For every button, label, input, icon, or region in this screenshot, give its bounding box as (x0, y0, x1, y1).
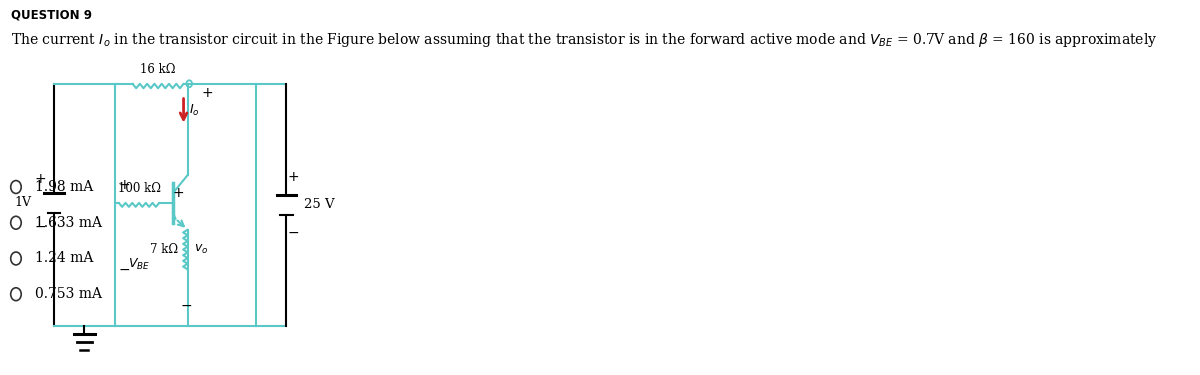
Text: −: − (287, 226, 299, 240)
Text: −: − (180, 299, 192, 313)
Text: +: + (287, 170, 299, 184)
Text: $V_{BE}$: $V_{BE}$ (128, 257, 150, 272)
Text: 25 V: 25 V (304, 198, 335, 211)
Text: 7 kΩ: 7 kΩ (150, 243, 178, 256)
Text: $I_o$: $I_o$ (190, 103, 200, 118)
Text: 1.24 mA: 1.24 mA (35, 252, 94, 266)
Text: 100 kΩ: 100 kΩ (118, 182, 161, 195)
Text: 1V: 1V (14, 196, 31, 209)
Text: +: + (119, 178, 131, 192)
Text: −: − (35, 220, 46, 234)
Text: +: + (202, 86, 212, 100)
Text: The current $I_o$ in the transistor circuit in the Figure below assuming that th: The current $I_o$ in the transistor circ… (11, 31, 1158, 49)
Text: 1.98 mA: 1.98 mA (35, 180, 94, 194)
Text: +: + (35, 172, 46, 186)
Text: $v_o$: $v_o$ (194, 243, 209, 256)
Text: 0.753 mA: 0.753 mA (35, 287, 102, 301)
Text: 1.633 mA: 1.633 mA (35, 216, 102, 230)
Text: QUESTION 9: QUESTION 9 (11, 8, 92, 21)
Text: −: − (119, 262, 131, 276)
Text: 16 kΩ: 16 kΩ (140, 63, 175, 76)
Text: +: + (172, 186, 184, 200)
